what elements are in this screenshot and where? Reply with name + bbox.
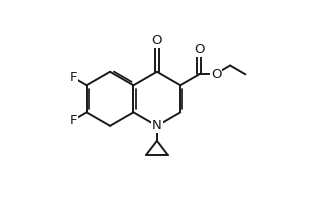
Text: O: O [152, 34, 162, 47]
Text: N: N [152, 119, 162, 132]
Text: F: F [69, 114, 77, 127]
Text: F: F [69, 71, 77, 84]
Text: O: O [194, 43, 204, 56]
Text: O: O [211, 68, 221, 81]
